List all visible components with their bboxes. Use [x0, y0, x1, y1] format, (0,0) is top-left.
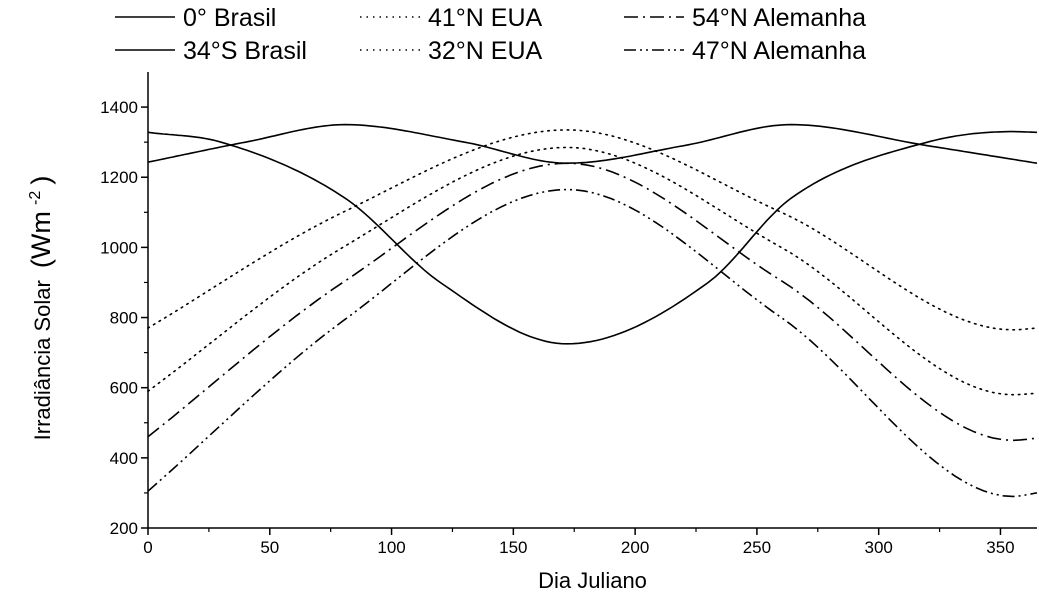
x-tick-label: 100: [377, 538, 405, 557]
legend-label: 0° Brasil: [183, 4, 276, 32]
y-axis-unit-close: ): [26, 176, 56, 185]
y-tick-label: 800: [110, 309, 138, 328]
legend-label: 54°N Alemanha: [692, 4, 866, 32]
y-axis-title-text: Irradiância Solar: [30, 280, 55, 440]
x-ticks: 0 50 100 150 200 250 300 350: [143, 528, 1015, 557]
legend: 0° Brasil 41°N EUA 54°N Alemanha 34°S Brasi…: [115, 4, 866, 65]
y-axis-title: Irradiância Solar (Wm -2 ): [20, 176, 56, 441]
axes: [147, 72, 1037, 529]
y-tick-label: 600: [110, 379, 138, 398]
legend-label: 34°S Brasil: [183, 37, 307, 65]
x-tick-label: 250: [743, 538, 771, 557]
x-tick-label: 150: [499, 538, 527, 557]
y-axis-unit-open: (Wm: [26, 211, 56, 268]
series-line: [147, 162, 1038, 442]
x-tick-label: 200: [621, 538, 649, 557]
y-ticks: 200 400 600 800 1000 1200 1400: [100, 98, 148, 538]
series-line: [147, 123, 1038, 165]
x-tick-label: 300: [864, 538, 892, 557]
series-line: [147, 130, 1037, 345]
y-tick-label: 400: [110, 449, 138, 468]
x-tick-label: 0: [143, 538, 152, 557]
y-tick-label: 1200: [100, 168, 138, 187]
y-tick-label: 200: [110, 519, 138, 538]
legend-label: 47°N Alemanha: [692, 37, 866, 65]
legend-label: 32°N EUA: [428, 37, 543, 65]
y-axis-unit-exponent: -2: [27, 191, 44, 205]
x-axis-title: Dia Juliano: [538, 568, 647, 593]
y-tick-label: 1400: [100, 98, 138, 117]
x-tick-label: 350: [986, 538, 1014, 557]
x-tick-label: 50: [260, 538, 279, 557]
legend-label: 41°N EUA: [428, 4, 543, 32]
series-line: [147, 146, 1038, 396]
plot-lines: [147, 123, 1038, 498]
series-line: [147, 129, 1038, 331]
y-tick-label: 1000: [100, 238, 138, 257]
